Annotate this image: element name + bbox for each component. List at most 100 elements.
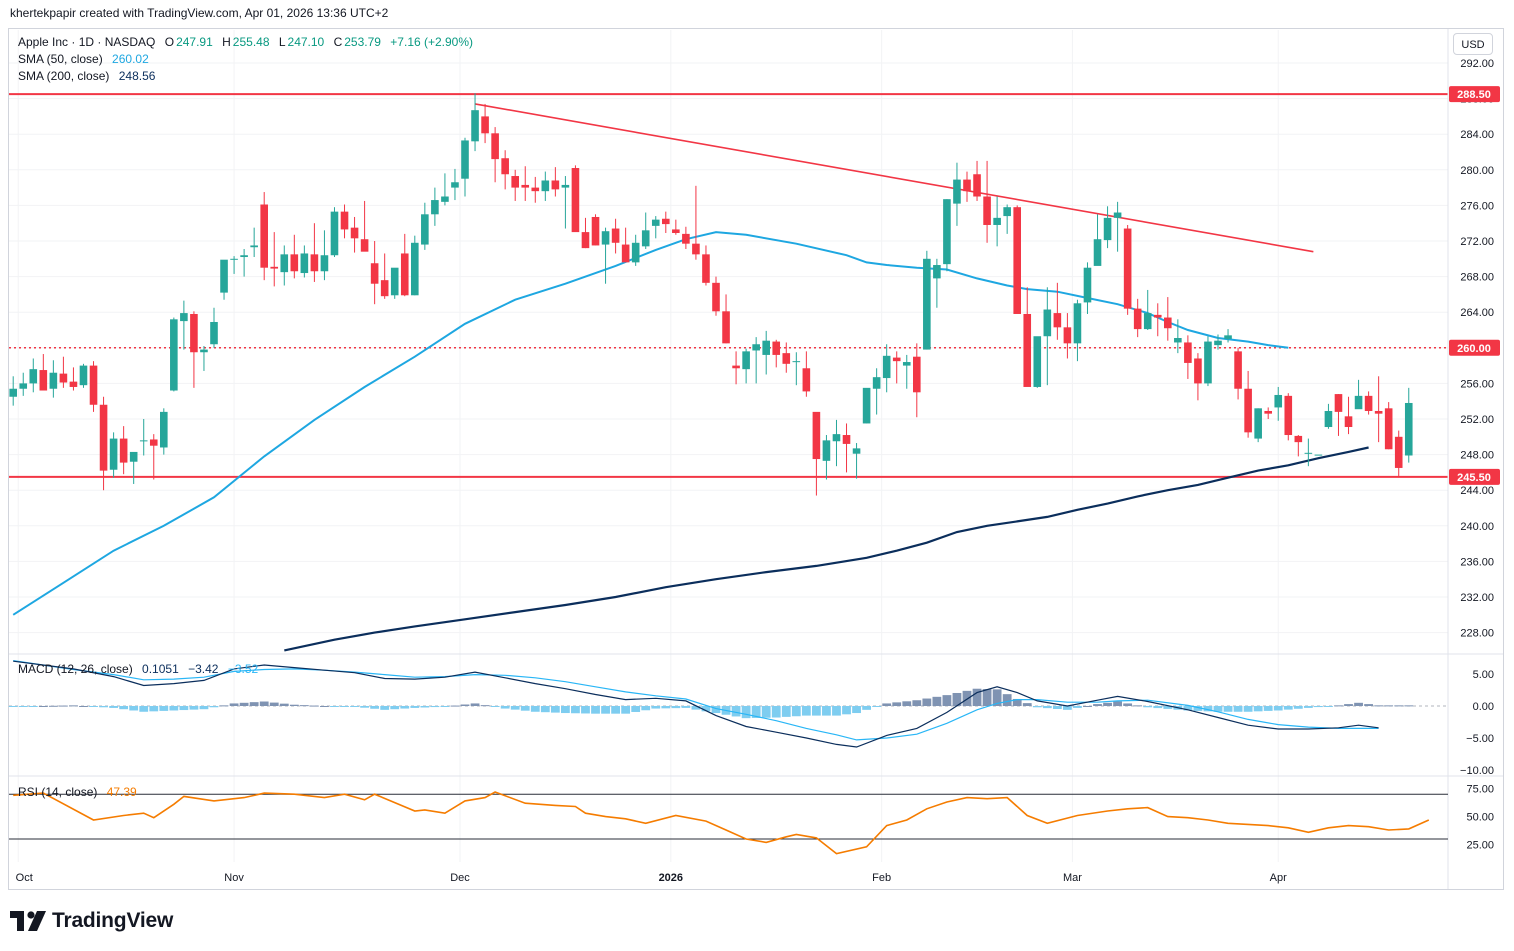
candle: [862, 387, 871, 424]
macd-histogram-bar: [1203, 706, 1213, 712]
sma200-legend: SMA (200, close) 248.56: [18, 69, 155, 83]
macd-histogram-bar: [892, 702, 902, 706]
candle-body: [1083, 267, 1092, 303]
candle: [89, 361, 98, 412]
candle: [79, 363, 88, 388]
macd-histogram-bar: [1344, 704, 1353, 706]
candle-body: [180, 313, 188, 322]
candle-body: [240, 255, 248, 258]
candle: [1153, 303, 1162, 337]
macd-histogram-bar: [1243, 706, 1253, 712]
candle-body: [1184, 342, 1192, 363]
open-label: O: [164, 35, 175, 49]
candle: [380, 253, 389, 299]
candle: [1013, 205, 1021, 314]
rsi-tick-label: 50.00: [1466, 812, 1494, 824]
macd-histogram-bar: [380, 706, 390, 710]
candle-body: [571, 168, 580, 233]
candle-body: [973, 174, 981, 197]
candle: [1073, 299, 1082, 362]
macd-histogram-bar: [470, 703, 480, 706]
macd-histogram-bar: [59, 705, 68, 707]
candle: [1093, 214, 1102, 266]
macd-histogram-bar: [902, 701, 912, 706]
macd-histogram-bar: [751, 706, 761, 718]
level-tag-label: 288.50: [1457, 89, 1491, 101]
candle-body: [1043, 309, 1052, 337]
candle: [340, 204, 349, 239]
macd-histogram-bar: [1083, 706, 1092, 707]
candle: [360, 200, 369, 252]
macd-histogram-bar: [1384, 705, 1394, 707]
macd-histogram-bar: [741, 706, 751, 719]
price-tick-label: 280.00: [1460, 165, 1494, 177]
macd-histogram-bar: [621, 706, 631, 714]
tradingview-logo[interactable]: TradingView: [10, 906, 173, 936]
candle: [501, 150, 509, 190]
sma200-value: 248.56: [118, 69, 156, 83]
candle-body: [591, 216, 600, 246]
candle: [802, 351, 811, 397]
candle-body: [330, 211, 339, 256]
candle-body: [933, 265, 941, 279]
macd-histogram-bar: [601, 706, 610, 714]
candle: [431, 187, 439, 226]
candle: [310, 223, 319, 282]
candle: [1224, 329, 1232, 343]
candle-body: [581, 232, 590, 249]
macd-histogram-bar: [229, 703, 239, 706]
sma200-line: [284, 446, 1369, 652]
candle-body: [1394, 436, 1403, 468]
macd-histogram-bar: [1283, 706, 1293, 710]
candle-body: [1033, 336, 1042, 387]
time-axis-label: Oct: [16, 872, 33, 884]
rsi-value: 47.39: [106, 785, 137, 799]
candle-body: [411, 242, 419, 296]
chart-byline: khertekpapir created with TradingView.co…: [10, 6, 389, 20]
macd-histogram-bar: [1374, 705, 1384, 707]
macd-histogram-bar: [822, 706, 831, 716]
macd-histogram-bar: [781, 706, 791, 717]
candle-body: [320, 255, 329, 272]
macd-histogram-bar: [310, 705, 319, 707]
macd-histogram-bar: [1073, 706, 1082, 708]
macd-histogram-bar: [1183, 706, 1193, 711]
macd-tick-label: −10.00: [1460, 765, 1494, 777]
candle-body: [872, 377, 881, 389]
candle: [651, 216, 660, 239]
candle: [812, 411, 821, 496]
candle: [220, 259, 228, 300]
candle-body: [1113, 212, 1122, 218]
candle-body: [59, 373, 68, 383]
candle: [631, 234, 640, 266]
macd-hist-value: 0.1051: [142, 662, 179, 676]
currency-button[interactable]: USD: [1453, 33, 1493, 55]
candle-body: [892, 357, 901, 362]
candle-body: [230, 258, 238, 260]
macd-histogram-bar: [1263, 706, 1273, 711]
price-tick-label: 268.00: [1460, 272, 1494, 284]
macd-histogram-bar: [952, 692, 962, 706]
macd-histogram-bar: [631, 706, 641, 712]
candle: [1143, 289, 1152, 330]
candle-body: [1063, 327, 1072, 344]
candle-body: [1174, 338, 1182, 343]
macd-histogram-bar: [1113, 701, 1122, 706]
macd-histogram-bar: [1324, 706, 1333, 707]
candle-body: [722, 311, 730, 344]
macd-histogram-bar: [38, 706, 48, 707]
candle-body: [310, 254, 319, 272]
macd-histogram-bar: [149, 706, 159, 712]
macd-histogram-bar: [420, 706, 430, 708]
macd-signal-value: −3.52: [227, 662, 259, 676]
macd-histogram-bar: [510, 706, 520, 710]
candle: [1133, 298, 1142, 338]
rsi-label: RSI (14, close): [18, 785, 98, 799]
candle-body: [752, 344, 760, 351]
moving-averages: [12, 231, 1369, 652]
candle: [551, 167, 560, 197]
candle: [742, 348, 750, 384]
macd-histogram-bar: [259, 701, 269, 706]
candle-body: [541, 180, 550, 192]
